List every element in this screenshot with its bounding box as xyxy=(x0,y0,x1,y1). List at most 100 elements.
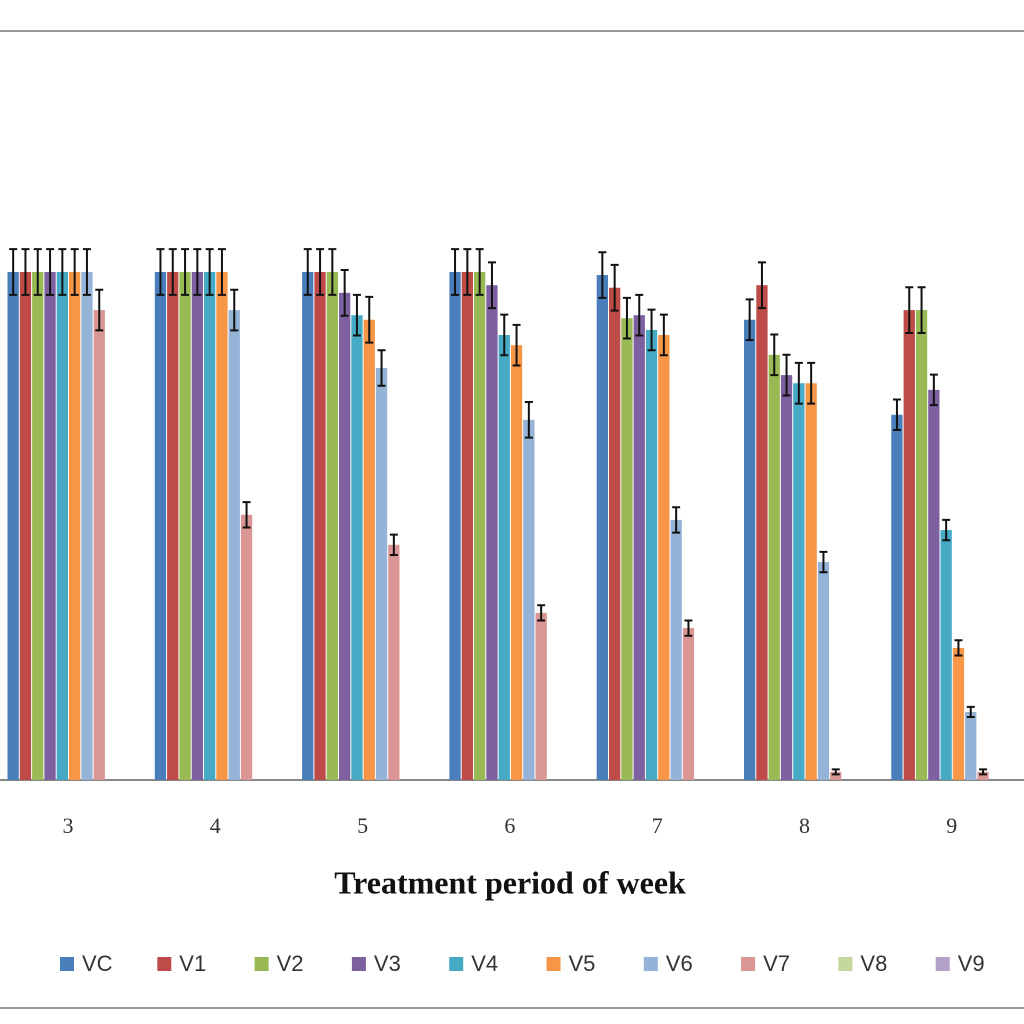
bar xyxy=(805,383,817,780)
bar xyxy=(903,310,915,780)
error-bar xyxy=(205,248,214,296)
error-bar xyxy=(905,286,914,334)
legend-swatch xyxy=(838,957,853,971)
error-bar xyxy=(21,248,30,296)
bar xyxy=(154,272,167,780)
error-bar xyxy=(487,261,496,310)
legend-label: VC xyxy=(82,951,113,976)
bar xyxy=(191,272,203,780)
error-bar xyxy=(352,293,361,337)
bar xyxy=(952,647,965,780)
bar xyxy=(351,315,363,780)
error-bar xyxy=(524,401,533,439)
legend-label: V8 xyxy=(860,951,887,976)
error-bar xyxy=(340,268,349,317)
legend-label: V4 xyxy=(471,951,498,976)
bar xyxy=(670,519,682,780)
bar xyxy=(658,334,670,780)
bar xyxy=(81,272,93,780)
legend-label: V3 xyxy=(374,951,401,976)
bar xyxy=(44,272,56,780)
error-bar xyxy=(659,313,668,357)
error-bar xyxy=(684,619,693,637)
legend-swatch xyxy=(546,957,561,971)
error-bar xyxy=(365,295,374,344)
bar xyxy=(596,275,608,780)
bar xyxy=(240,514,253,780)
bar xyxy=(179,272,191,780)
legend-swatch xyxy=(254,957,269,971)
x-tick-label: 3 xyxy=(63,813,74,838)
error-bar xyxy=(745,298,754,342)
bar xyxy=(768,354,780,780)
error-bar xyxy=(58,248,67,296)
bar xyxy=(915,310,928,780)
x-tick-label: 9 xyxy=(946,813,957,838)
error-bar xyxy=(377,349,386,387)
error-bar xyxy=(46,248,55,296)
error-bar xyxy=(33,248,42,296)
error-bar xyxy=(794,361,803,405)
error-bar xyxy=(929,373,938,407)
bar xyxy=(339,292,351,780)
error-bar xyxy=(95,288,104,332)
error-bar xyxy=(230,288,239,332)
error-bar xyxy=(475,248,484,296)
error-bar xyxy=(757,261,766,310)
error-bar xyxy=(82,248,91,296)
error-bar xyxy=(9,248,18,296)
bar xyxy=(204,272,216,780)
bar xyxy=(302,272,314,780)
bar xyxy=(682,628,695,780)
legend-swatch xyxy=(741,957,756,971)
bar xyxy=(830,771,842,780)
legend-swatch xyxy=(60,957,74,971)
bar xyxy=(633,315,645,780)
bar xyxy=(363,319,375,780)
error-bar xyxy=(70,248,79,296)
bar xyxy=(780,375,793,780)
bar xyxy=(449,272,461,780)
error-bar xyxy=(463,248,472,296)
error-bar xyxy=(770,333,779,377)
bar xyxy=(7,272,19,780)
bar xyxy=(19,272,32,780)
bar xyxy=(609,287,621,780)
bar xyxy=(977,771,989,780)
x-axis-label: Treatment period of week xyxy=(334,864,686,900)
error-bar xyxy=(782,353,791,397)
bar xyxy=(817,562,830,780)
bar xyxy=(69,272,81,780)
x-tick-label: 8 xyxy=(799,813,810,838)
bar xyxy=(965,711,977,780)
legend-label: V2 xyxy=(277,951,304,976)
error-bar xyxy=(892,398,901,431)
bar xyxy=(498,334,510,780)
x-tick-label: 5 xyxy=(357,813,368,838)
error-bar xyxy=(954,639,963,657)
bar xyxy=(375,368,388,780)
legend-swatch xyxy=(935,957,950,971)
legend-label: V9 xyxy=(958,951,985,976)
error-bar xyxy=(168,248,177,296)
legend-swatch xyxy=(643,957,658,971)
error-bar xyxy=(622,296,631,340)
bar xyxy=(32,272,44,780)
legend-label: V5 xyxy=(569,951,596,976)
x-tick-label: 4 xyxy=(210,813,221,838)
legend-label: V7 xyxy=(763,951,790,976)
error-bar xyxy=(217,248,226,296)
bar xyxy=(744,319,756,780)
bar xyxy=(793,383,805,780)
x-tick-label: 7 xyxy=(652,813,663,838)
bar xyxy=(523,419,535,780)
error-bar xyxy=(979,768,988,776)
error-bar xyxy=(316,248,325,296)
error-bar xyxy=(242,501,251,529)
x-tick-label: 6 xyxy=(504,813,515,838)
bar xyxy=(56,272,68,780)
error-bar xyxy=(303,248,312,296)
error-bar xyxy=(831,768,840,776)
legend-label: V1 xyxy=(179,951,206,976)
bar xyxy=(474,272,486,780)
